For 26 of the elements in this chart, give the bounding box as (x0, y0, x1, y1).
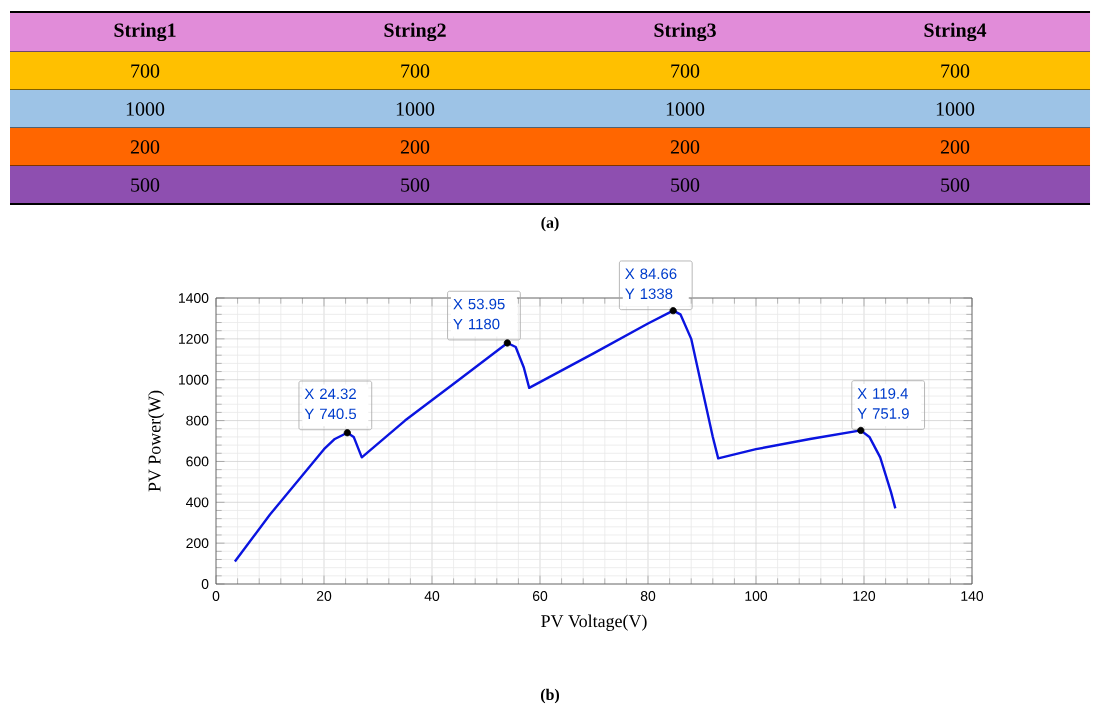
text: 200 (400, 140, 430, 154)
text: 500 (941, 178, 970, 192)
text: 1000 (936, 102, 975, 116)
text: 500 (131, 178, 160, 192)
point (669, 307, 677, 315)
category-label: String4 (924, 22, 987, 42)
point (857, 426, 865, 434)
text: 1000 (126, 102, 165, 116)
category-label: String2 (384, 22, 446, 42)
point (503, 339, 511, 347)
point (343, 429, 351, 437)
category-label: String3 (654, 22, 716, 42)
text: 200 (670, 140, 700, 154)
text: 500 (671, 178, 700, 192)
text: 1000 (396, 102, 435, 116)
text: 700 (941, 64, 970, 78)
text: 700 (401, 64, 430, 78)
text: 700 (131, 64, 160, 78)
category-label: String1 (114, 22, 176, 42)
text: 200 (940, 140, 970, 154)
x-axis-title: PV Voltage(V) (541, 614, 647, 631)
text: 1000 (666, 102, 705, 116)
y-axis-title: PV Power(W) (148, 390, 165, 492)
text: 200 (130, 140, 160, 154)
text: 500 (401, 178, 430, 192)
text: 700 (671, 64, 700, 78)
